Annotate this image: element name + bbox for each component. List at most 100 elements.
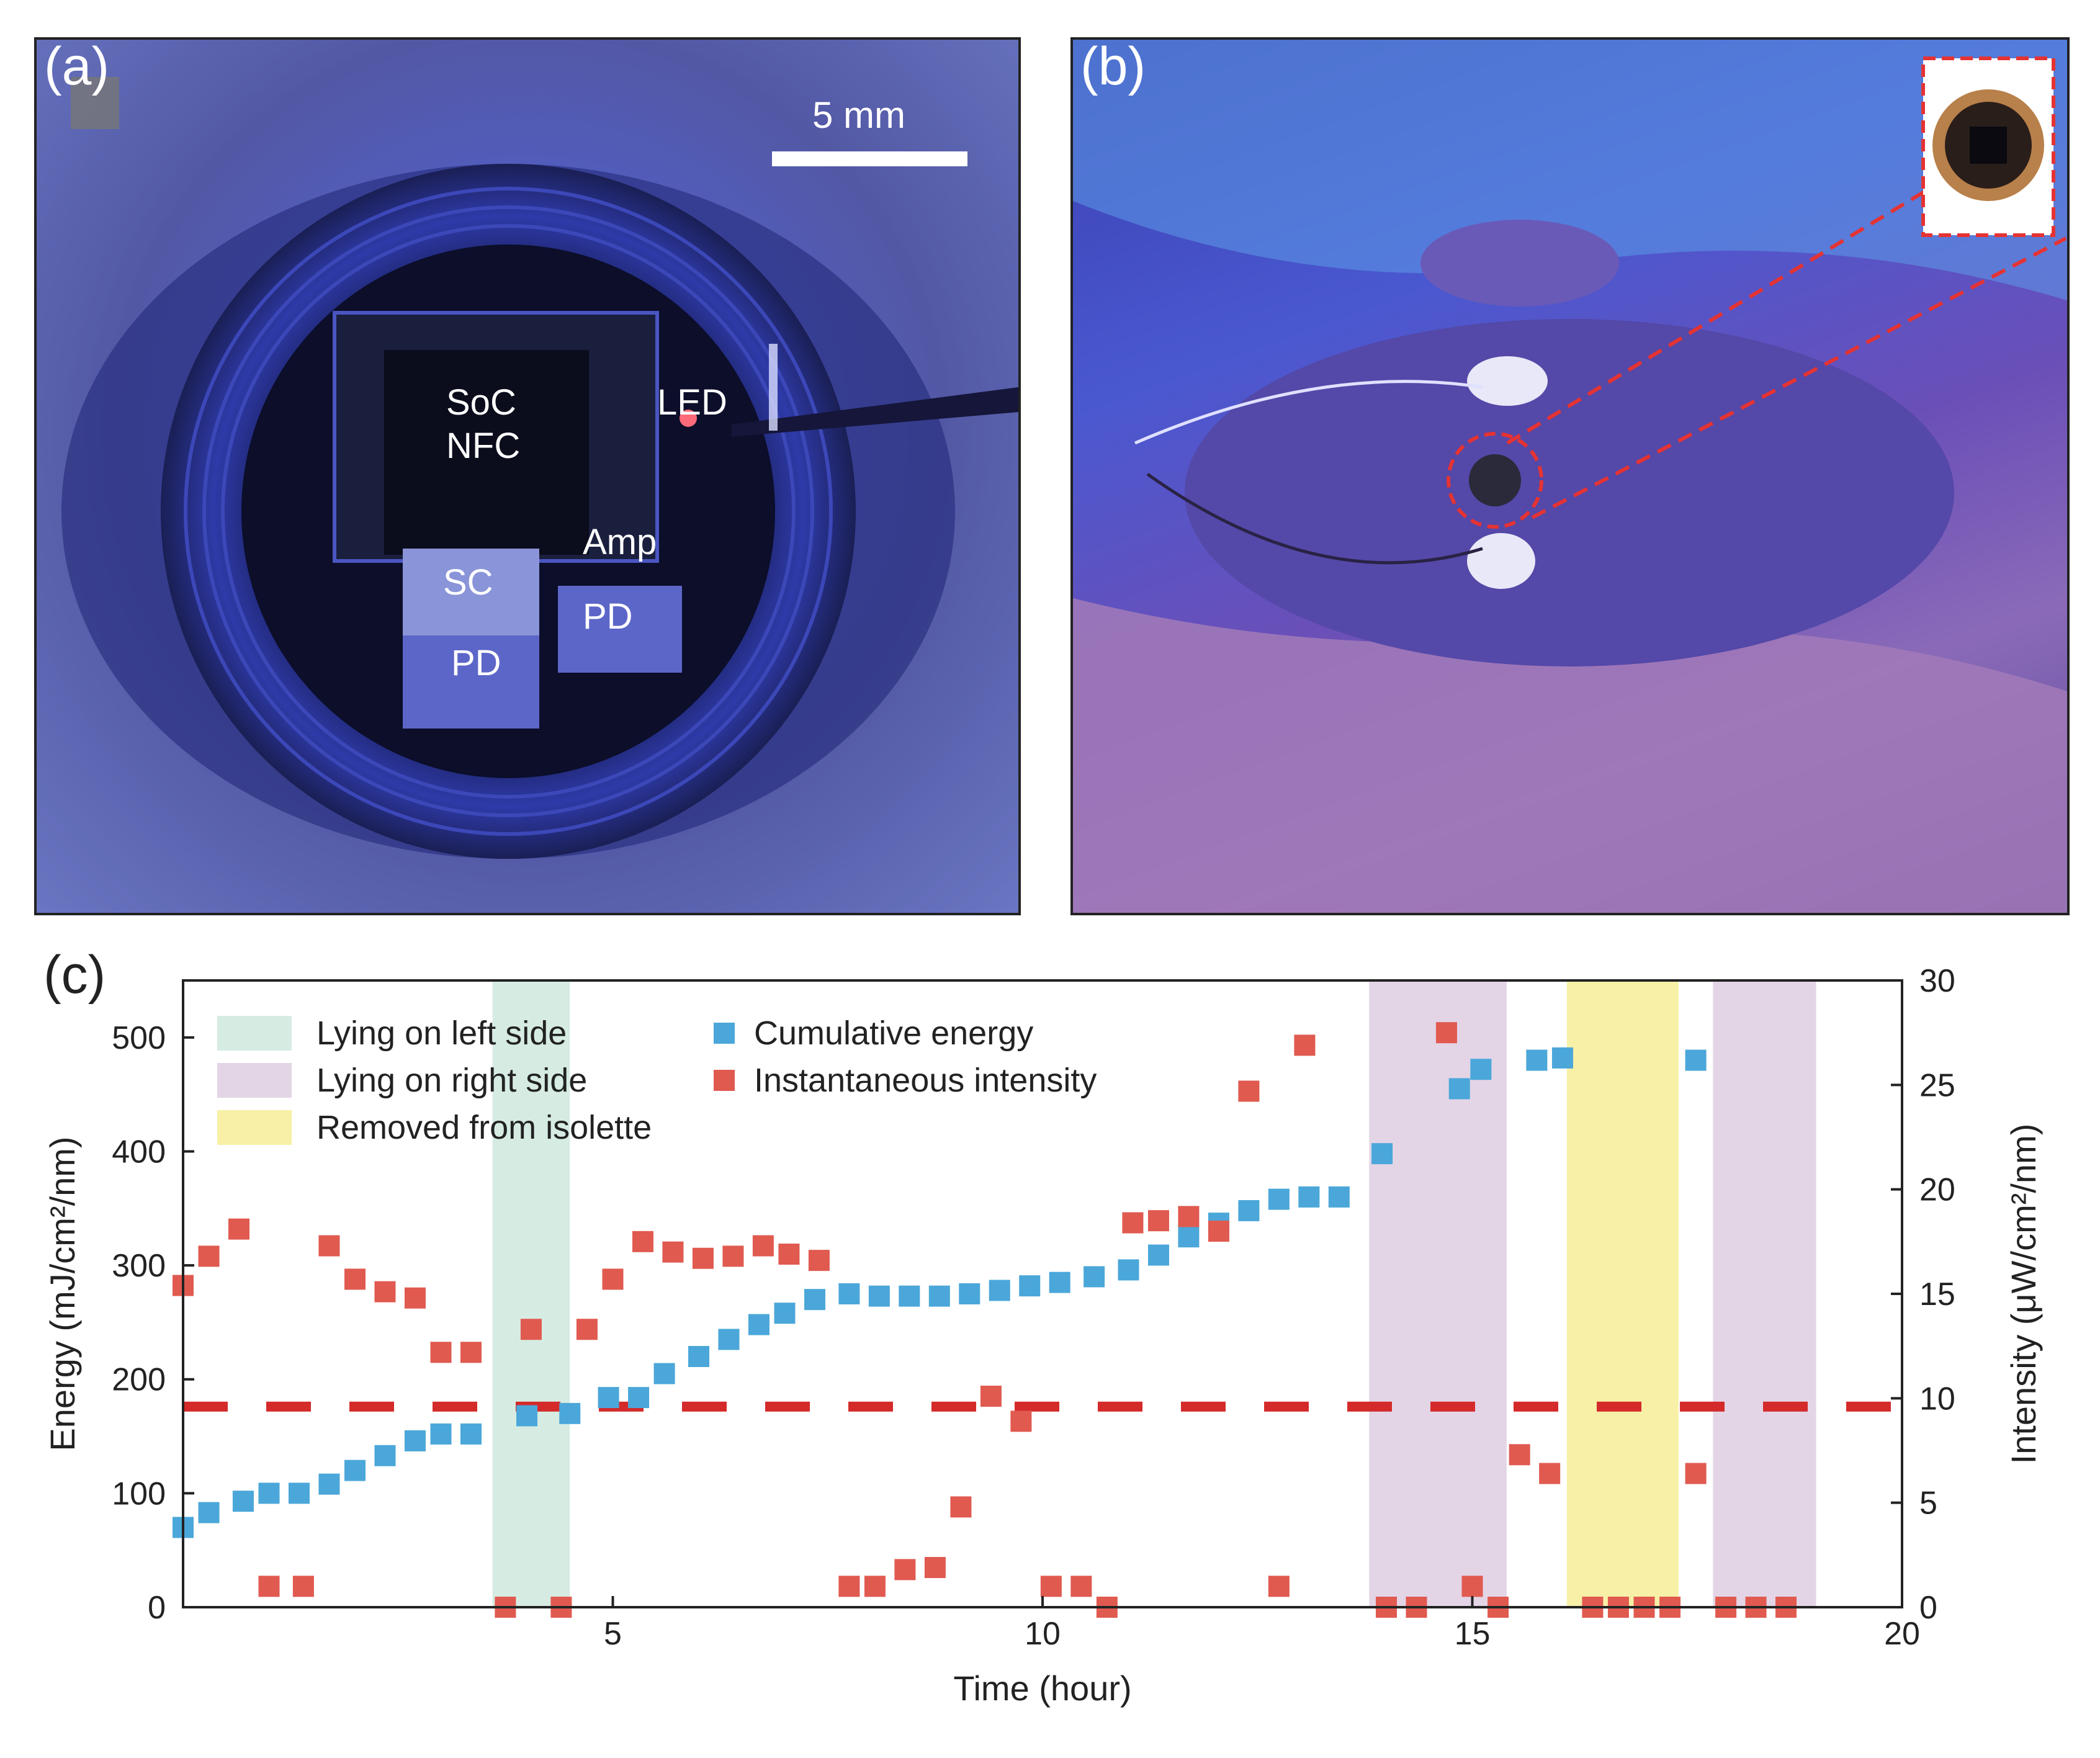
energy-point-40 (1470, 1059, 1492, 1080)
energy-point-41 (1526, 1049, 1548, 1071)
energy-point-24 (928, 1285, 950, 1307)
y-right-tick-0: 0 (1919, 1590, 1937, 1626)
energy-point-5 (318, 1473, 340, 1495)
intensity-point-7 (374, 1281, 396, 1303)
intensity-point-36 (1208, 1221, 1229, 1242)
panel-b-label: (b) (1080, 37, 1146, 96)
panel-c-label: (c) (43, 945, 105, 1005)
energy-point-25 (959, 1283, 980, 1304)
energy-point-17 (718, 1329, 740, 1350)
energy-point-16 (688, 1346, 709, 1367)
energy-point-8 (404, 1430, 426, 1451)
energy-point-13 (598, 1387, 619, 1409)
scale-bar-label: 5 mm (812, 94, 905, 136)
energy-point-12 (559, 1402, 581, 1424)
y-axis-right-label: Intensity (μW/cm²/nm) (2004, 1124, 2043, 1464)
energy-point-11 (516, 1405, 537, 1427)
device-illustration (37, 40, 1018, 913)
device-on-skin (1469, 454, 1521, 506)
pd-left-label: PD (451, 643, 501, 683)
intensity-point-26 (924, 1557, 946, 1579)
amp-label: Amp (583, 522, 657, 562)
legend-swatch-0 (217, 1016, 292, 1051)
intensity-point-16 (632, 1231, 653, 1252)
energy-point-14 (628, 1387, 650, 1409)
intensity-point-17 (662, 1241, 684, 1263)
energy-point-38 (1371, 1143, 1393, 1165)
intensity-point-28 (980, 1385, 1002, 1407)
energy-point-37 (1328, 1186, 1350, 1208)
intensity-point-14 (576, 1319, 598, 1340)
energy-point-19 (774, 1303, 796, 1324)
y-right-tick-2: 10 (1919, 1381, 1955, 1417)
energy-point-22 (868, 1285, 890, 1307)
energy-point-39 (1448, 1078, 1470, 1100)
energy-point-30 (1118, 1259, 1139, 1281)
energy-point-2 (232, 1491, 254, 1512)
y-left-tick-5: 500 (112, 1020, 166, 1056)
intensity-point-9 (430, 1342, 452, 1363)
sc-component (403, 549, 539, 648)
region-1 (1369, 980, 1507, 1607)
energy-point-29 (1084, 1266, 1105, 1288)
legend-swatch-2 (217, 1110, 292, 1145)
scale-bar (772, 151, 967, 166)
legend-marker-1 (714, 1070, 735, 1091)
intensity-point-2 (228, 1218, 250, 1240)
intensity-point-22 (808, 1250, 830, 1271)
y-left-tick-2: 200 (112, 1362, 166, 1398)
intensity-point-6 (344, 1268, 366, 1290)
x-axis-label: Time (hour) (953, 1669, 1131, 1708)
y-right-tick-6: 30 (1919, 963, 1955, 999)
region-3 (1713, 980, 1816, 1607)
panel-b-photo: (b) (1070, 37, 2070, 915)
y-right-tick-3: 15 (1919, 1276, 1955, 1312)
electrode (1467, 356, 1548, 406)
y-right-tick-5: 25 (1919, 1067, 1955, 1103)
energy-point-42 (1551, 1047, 1573, 1069)
led-label: LED (657, 382, 727, 423)
y-left-tick-1: 100 (112, 1476, 166, 1512)
energy-point-31 (1147, 1244, 1169, 1266)
energy-point-23 (899, 1285, 920, 1307)
energy-point-35 (1268, 1188, 1290, 1210)
y-right-tick-4: 20 (1919, 1172, 1955, 1208)
intensity-point-21 (778, 1244, 800, 1265)
legend-swatch-1 (217, 1063, 292, 1098)
x-tick-3: 20 (1884, 1616, 1920, 1652)
intensity-point-23 (838, 1576, 860, 1597)
intensity-point-30 (1040, 1576, 1062, 1597)
intensity-point-19 (722, 1245, 744, 1267)
intensity-point-29 (1010, 1410, 1032, 1432)
intensity-point-38 (1268, 1576, 1290, 1597)
intensity-point-33 (1122, 1212, 1144, 1234)
nfc-label: NFC (446, 426, 521, 466)
energy-point-28 (1049, 1271, 1070, 1293)
energy-point-18 (748, 1314, 770, 1335)
energy-point-36 (1298, 1186, 1320, 1208)
y-left-tick-3: 300 (112, 1248, 166, 1284)
energy-point-26 (989, 1280, 1010, 1301)
intensity-point-25 (894, 1559, 916, 1581)
intensity-point-43 (1461, 1576, 1483, 1597)
led-dot (680, 410, 697, 427)
panel-c-chart: 5 10 15 20 0 100 200 300 400 500 0 5 10 15 20 25 30 Lyin… (0, 931, 2100, 1755)
intensity-point-5 (318, 1235, 340, 1257)
legend-label-1: Lying on right side (316, 1062, 587, 1099)
sc-label: SC (443, 562, 493, 603)
y-left-tick-4: 400 (112, 1134, 166, 1170)
energy-point-20 (804, 1289, 825, 1311)
x-tick-0: 5 (604, 1616, 622, 1652)
intensity-point-10 (460, 1342, 482, 1363)
intensity-point-4 (292, 1576, 314, 1597)
intensity-point-3 (258, 1576, 280, 1597)
energy-point-1 (198, 1502, 220, 1523)
energy-point-4 (288, 1482, 310, 1504)
intensity-point-42 (1435, 1022, 1457, 1044)
intensity-point-1 (198, 1245, 220, 1267)
legend-marker-0 (714, 1023, 735, 1044)
infant-body (1185, 319, 1954, 666)
pd-right-component (558, 586, 682, 673)
infant-arm (1420, 220, 1619, 307)
